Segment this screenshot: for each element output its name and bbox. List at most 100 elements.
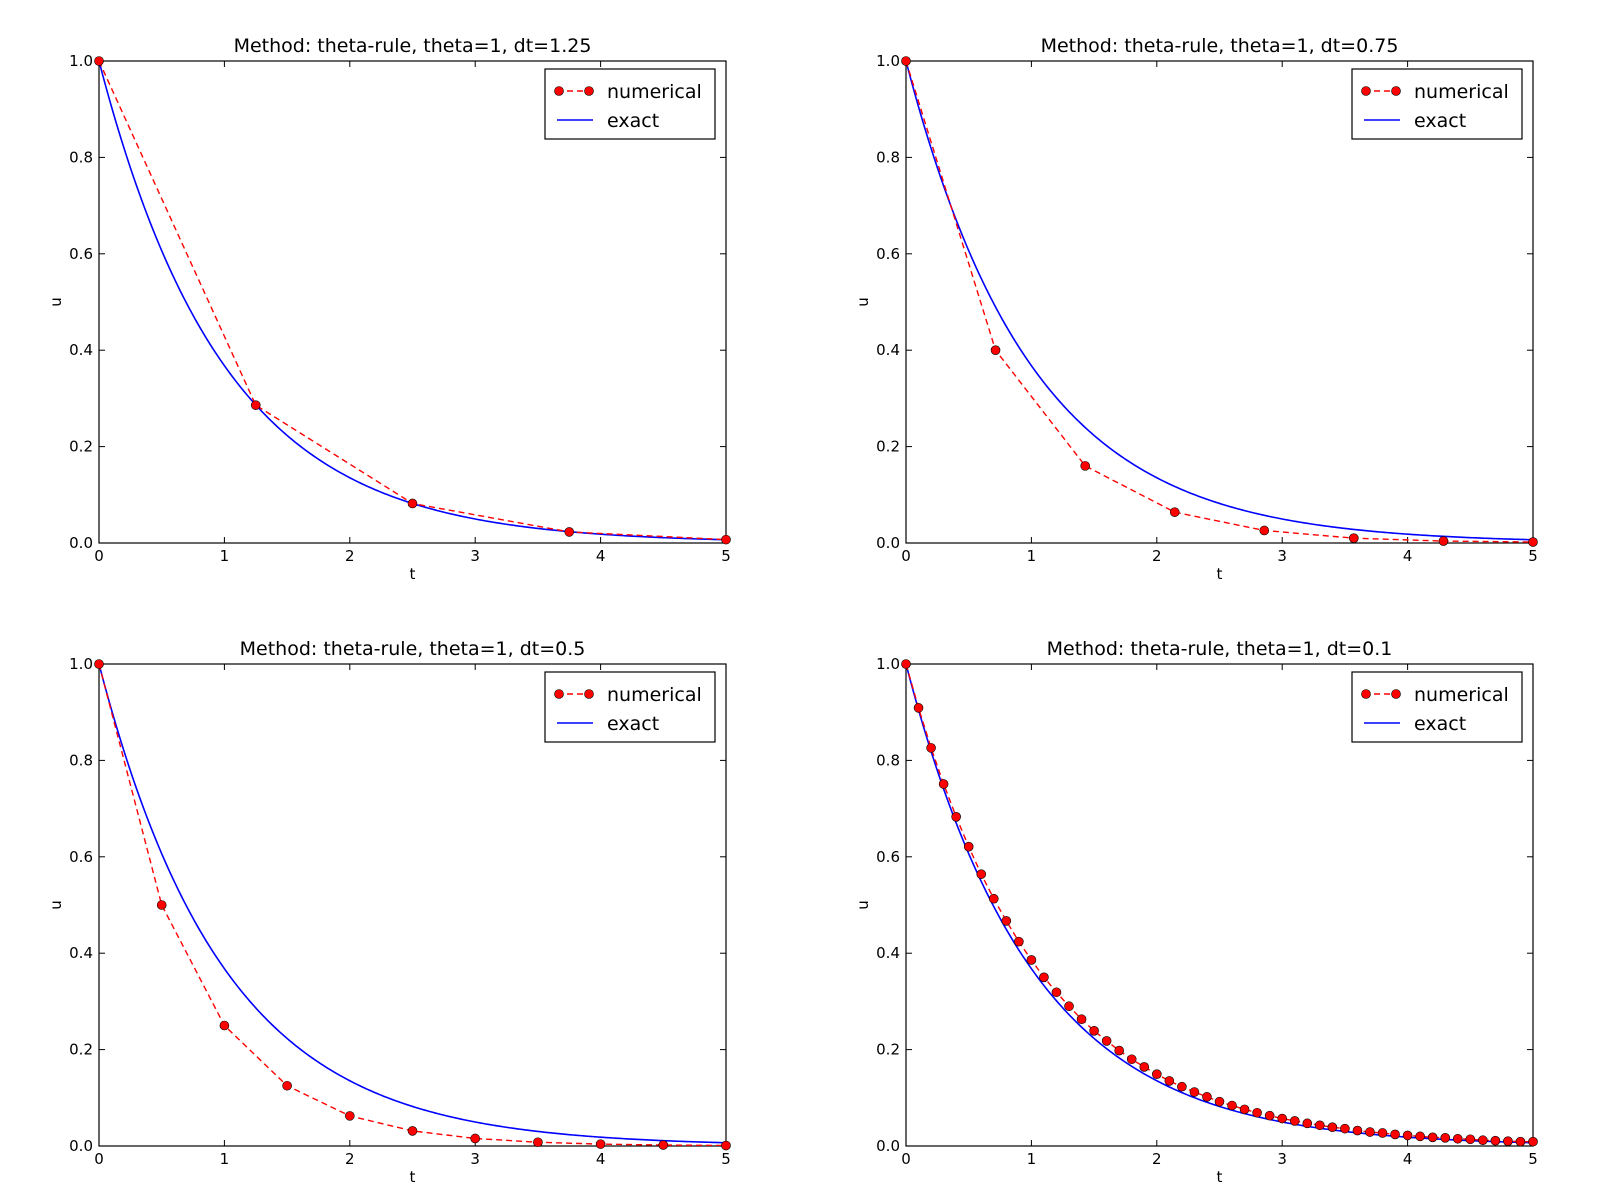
x-tick-label: 0 xyxy=(94,1150,104,1168)
numerical-point xyxy=(219,1020,230,1031)
axes-frame xyxy=(905,663,1534,1147)
numerical-point xyxy=(344,1111,355,1121)
legend-numerical-marker xyxy=(1391,86,1401,96)
legend-numerical-label: numerical xyxy=(607,81,702,103)
numerical-point xyxy=(1177,1081,1187,1092)
y-tick-label: 1.0 xyxy=(876,655,900,673)
axes-frame xyxy=(905,60,1534,544)
numerical-point xyxy=(1528,537,1538,547)
numerical-point xyxy=(1528,1136,1538,1147)
numerical-point xyxy=(1239,1104,1250,1115)
x-tick-label: 3 xyxy=(470,1150,480,1168)
y-tick-label: 0.2 xyxy=(69,438,93,456)
y-tick-label: 1.0 xyxy=(69,655,93,673)
numerical-point xyxy=(901,659,911,669)
x-tick-label: 5 xyxy=(721,1150,731,1168)
chart-panel-1: 0 1 2 3 4 5 0.0 0.2 0.4 0.6 0.8 1.0 t u Method: theta-… xyxy=(47,35,731,583)
numerical-point xyxy=(1001,916,1012,926)
x-axis-label: t xyxy=(410,565,416,583)
x-axis-label: t xyxy=(410,1168,416,1186)
legend-box xyxy=(544,68,716,140)
numerical-point xyxy=(913,703,924,713)
x-tick-label: 4 xyxy=(596,1150,606,1168)
y-axis-label: u xyxy=(47,900,65,910)
legend-box xyxy=(1351,671,1523,743)
y-tick-label: 0.4 xyxy=(69,944,93,962)
numerical-point xyxy=(1076,1014,1087,1025)
numerical-point xyxy=(250,400,261,410)
x-tick-label: 5 xyxy=(1528,1150,1538,1168)
legend-exact-label: exact xyxy=(607,713,659,735)
chart-title: Method: theta-rule, theta=1, dt=0.75 xyxy=(1041,35,1399,57)
y-axis-label: u xyxy=(47,297,65,307)
x-tick-label: 4 xyxy=(1403,1150,1413,1168)
x-tick-label: 5 xyxy=(721,547,731,565)
numerical-point xyxy=(1390,1129,1400,1140)
numerical-point xyxy=(1503,1136,1513,1146)
y-tick-label: 0.4 xyxy=(876,341,900,359)
numerical-point xyxy=(1101,1036,1112,1046)
numerical-point xyxy=(1264,1110,1275,1121)
numerical-point xyxy=(1139,1062,1150,1072)
numerical-point xyxy=(1114,1045,1124,1056)
legend-numerical-label: numerical xyxy=(1414,684,1509,706)
x-tick-label: 3 xyxy=(1277,1150,1287,1168)
numerical-point xyxy=(1126,1054,1137,1065)
numerical-point xyxy=(1277,1113,1287,1124)
numerical-line xyxy=(906,61,1533,543)
numerical-point xyxy=(1259,525,1270,536)
x-tick-label: 3 xyxy=(470,547,480,565)
chart-panel-4: 0 1 2 3 4 5 0.0 0.2 0.4 0.6 0.8 1.0 t u Method: theta-… xyxy=(854,638,1538,1186)
numerical-point xyxy=(1202,1092,1212,1102)
numerical-point xyxy=(721,534,731,545)
y-tick-label: 0.4 xyxy=(69,341,93,359)
numerical-point xyxy=(156,900,167,910)
x-tick-label: 4 xyxy=(1403,547,1413,565)
numerical-point xyxy=(1089,1026,1099,1036)
x-tick-label: 2 xyxy=(345,1150,355,1168)
numerical-point xyxy=(407,498,418,509)
x-tick-label: 1 xyxy=(1027,1150,1037,1168)
chart-panel-3: 0 1 2 3 4 5 0.0 0.2 0.4 0.6 0.8 1.0 t u Method: theta-… xyxy=(47,638,731,1186)
x-tick-label: 2 xyxy=(1152,547,1162,565)
legend-numerical-label: numerical xyxy=(607,684,702,706)
y-tick-label: 0.8 xyxy=(876,751,900,769)
y-tick-label: 0.4 xyxy=(876,944,900,962)
numerical-point xyxy=(976,869,987,879)
chart-title: Method: theta-rule, theta=1, dt=0.1 xyxy=(1047,638,1393,660)
numerical-point xyxy=(990,345,1001,356)
x-tick-label: 0 xyxy=(901,1150,911,1168)
numerical-point xyxy=(1051,987,1062,998)
legend-exact-label: exact xyxy=(1414,110,1466,132)
numerical-point xyxy=(1080,461,1090,471)
x-tick-label: 0 xyxy=(94,547,104,565)
legend-numerical-label: numerical xyxy=(1414,81,1509,103)
legend-exact-label: exact xyxy=(607,110,659,132)
y-axis-label: u xyxy=(854,297,872,307)
numerical-point xyxy=(963,841,974,852)
numerical-point xyxy=(1169,507,1180,517)
legend-numerical-marker xyxy=(554,689,564,699)
plot-area xyxy=(906,61,1533,543)
numerical-point xyxy=(1152,1069,1162,1079)
numerical-point xyxy=(1064,1001,1074,1012)
y-tick-label: 0.0 xyxy=(876,1137,900,1155)
numerical-point xyxy=(1302,1118,1313,1129)
numerical-point xyxy=(564,527,575,537)
numerical-point xyxy=(94,56,104,66)
y-tick-label: 0.8 xyxy=(876,148,900,166)
y-tick-label: 0.0 xyxy=(69,1137,93,1155)
x-tick-label: 5 xyxy=(1528,547,1538,565)
numerical-point xyxy=(1478,1135,1488,1146)
x-tick-label: 2 xyxy=(1152,1150,1162,1168)
numerical-point xyxy=(595,1139,606,1149)
x-axis-label: t xyxy=(1217,1168,1223,1186)
x-axis-label: t xyxy=(1217,565,1223,583)
y-tick-label: 0.2 xyxy=(876,438,900,456)
x-tick-label: 0 xyxy=(901,547,911,565)
legend-box xyxy=(1351,68,1523,140)
y-tick-label: 0.6 xyxy=(69,245,93,263)
numerical-point xyxy=(1365,1127,1375,1137)
numerical-point xyxy=(1164,1076,1175,1086)
